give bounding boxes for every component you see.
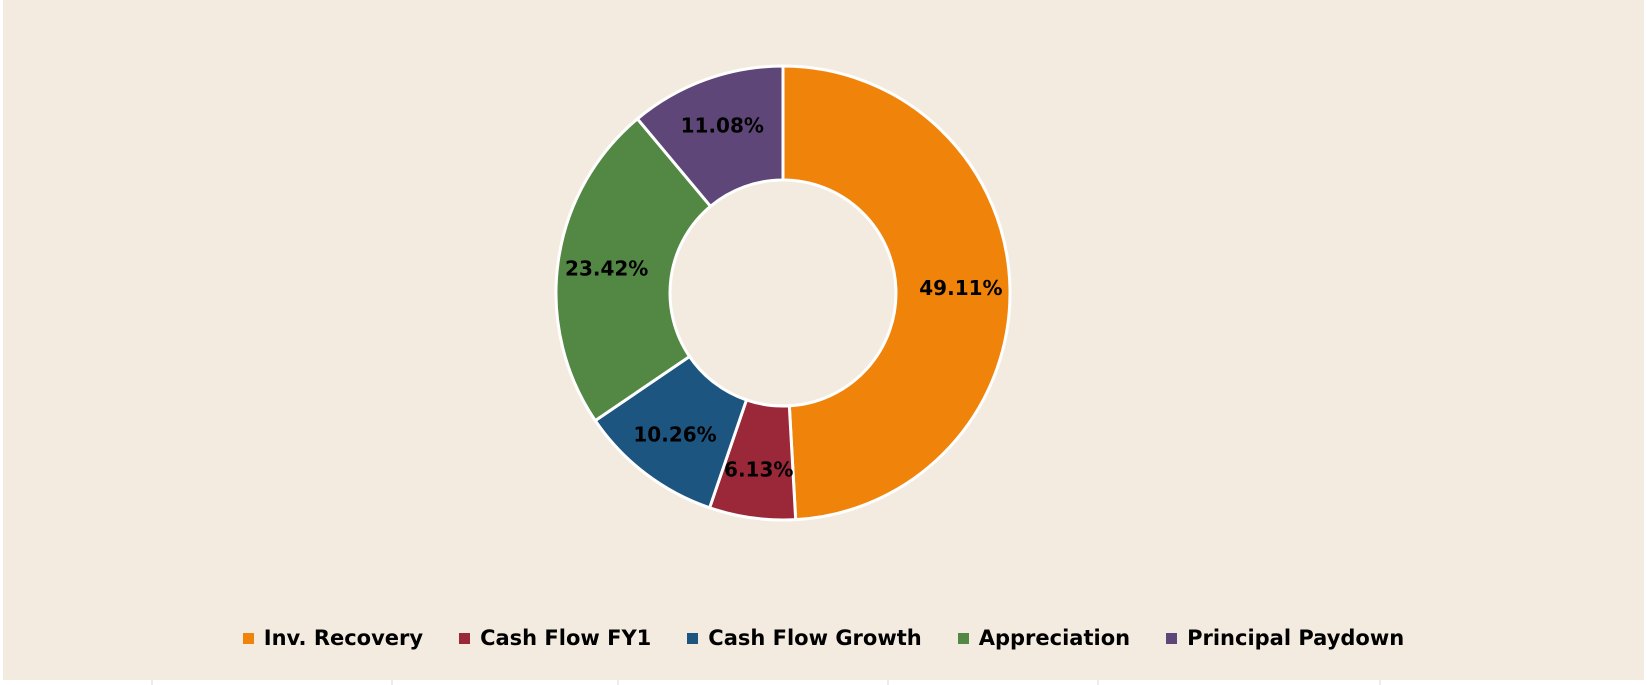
legend-label: Inv. Recovery [263,626,424,650]
legend-item-appreciation[interactable]: Appreciation [957,626,1131,650]
data-label-inv-recovery: 49.11% [919,276,1002,300]
chart-legend[interactable]: Inv. Recovery Cash Flow FY1 Cash Flow Gr… [3,618,1644,658]
legend-swatch [1166,632,1178,644]
data-label-principal-paydown: 11.08% [681,114,764,138]
legend-item-cash-flow-fy1[interactable]: Cash Flow FY1 [459,626,651,650]
legend-label: Cash Flow FY1 [480,626,652,650]
legend-label: Principal Paydown [1187,626,1405,650]
legend-item-inv-recovery[interactable]: Inv. Recovery [242,626,424,650]
donut-slices [554,64,1012,522]
data-label-cash-flow-fy1: 6.13% [724,457,793,481]
legend-label: Appreciation [978,626,1131,650]
legend-item-cash-flow-growth[interactable]: Cash Flow Growth [687,626,922,650]
legend-swatch [242,632,254,644]
data-label-cash-flow-growth: 10.26% [633,423,716,447]
slice-inv-recovery[interactable] [781,64,1012,522]
data-labels: 49.11% 6.13% 10.26% 23.42% 11.08% [565,114,1003,482]
slice-principal-paydown[interactable] [635,64,785,209]
slice-appreciation[interactable] [554,116,713,423]
legend-swatch [687,632,699,644]
legend-label: Cash Flow Growth [708,626,922,650]
legend-swatch [957,632,969,644]
chart-area[interactable]: 49.11% 6.13% 10.26% 23.42% 11.08% Inv. Recov… [3,0,1644,680]
legend-item-principal-paydown[interactable]: Principal Paydown [1166,626,1404,650]
legend-swatch [459,632,471,644]
data-label-appreciation: 23.42% [565,256,648,280]
donut-chart[interactable]: 49.11% 6.13% 10.26% 23.42% 11.08% [3,0,1644,680]
